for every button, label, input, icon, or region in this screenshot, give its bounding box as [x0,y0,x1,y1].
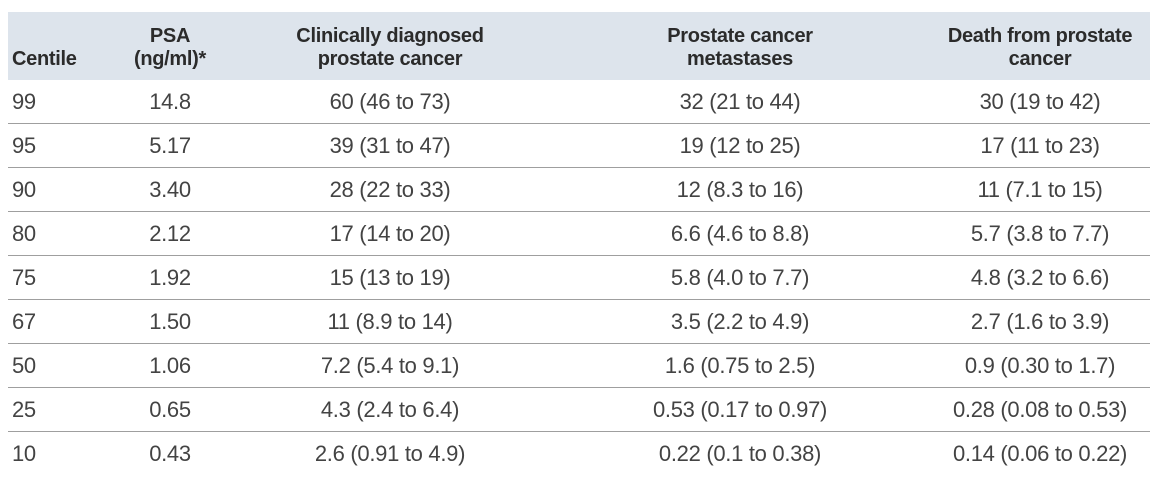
cell-psa: 0.43 [149,440,191,466]
cell-centile: 75 [8,255,110,300]
table-row: 10 0.43 2.6 (0.91 to 4.9) 0.22 (0.1 to 0… [8,432,1150,476]
cell-death: 5.7 (3.8 to 7.7) [930,211,1150,256]
data-table: Centile PSA (ng/ml)* Clinically diagnose… [8,12,1150,475]
cell-clinical: 15 (13 to 19) [230,255,550,300]
cell-metastases: 1.6 (0.75 to 2.5) [550,343,930,388]
cell-centile: 90 [8,167,110,212]
table-row: 95 5.17 39 (31 to 47) 19 (12 to 25) 17 (… [8,123,1150,168]
cell-psa: 2.12 [110,211,230,256]
cell-death: 2.7 (1.6 to 3.9) [930,299,1150,344]
cell-psa: 1.92 [110,255,230,300]
cell-psa: 5.17 [110,123,230,168]
cell-clinical: 60 (46 to 73) [230,80,550,124]
column-header-psa: PSA (ng/ml)* [110,12,230,80]
table-row: 67 1.50 11 (8.9 to 14) 3.5 (2.2 to 4.9) … [8,299,1150,344]
cell-metastases: 0.53 (0.17 to 0.97) [550,387,930,432]
cell-clinical: 4.3 (2.4 to 6.4) [230,387,550,432]
cell-clinical: 17 (14 to 20) [230,211,550,256]
cell-metastases: 6.6 (4.6 to 8.8) [550,211,930,256]
cell-death: 0.14 (0.06 to 0.22) [952,440,1128,466]
table-row: 50 1.06 7.2 (5.4 to 9.1) 1.6 (0.75 to 2.… [8,343,1150,388]
table-row: 99 14.8 60 (46 to 73) 32 (21 to 44) 30 (… [8,80,1150,124]
psa-centile-table: Centile PSA (ng/ml)* Clinically diagnose… [8,12,1150,475]
cell-death: 30 (19 to 42) [930,80,1150,124]
cell-metastases: 32 (21 to 44) [550,80,930,124]
cell-centile: 10 [12,440,36,466]
cell-centile: 95 [8,123,110,168]
cell-centile: 25 [8,387,110,432]
cell-death: 17 (11 to 23) [930,123,1150,168]
cell-metastases: 19 (12 to 25) [550,123,930,168]
cell-psa: 1.06 [110,343,230,388]
cell-death: 0.28 (0.08 to 0.53) [930,387,1150,432]
column-header-centile: Centile [8,12,110,80]
cell-psa: 0.65 [110,387,230,432]
cell-metastases: 0.22 (0.1 to 0.38) [658,440,822,466]
cell-centile: 80 [8,211,110,256]
cell-centile: 50 [8,343,110,388]
column-header-death: Death from prostate cancer [930,12,1150,80]
cell-clinical: 7.2 (5.4 to 9.1) [230,343,550,388]
cell-death: 11 (7.1 to 15) [930,167,1150,212]
cell-psa: 14.8 [110,80,230,124]
cell-clinical: 28 (22 to 33) [230,167,550,212]
table-row: 80 2.12 17 (14 to 20) 6.6 (4.6 to 8.8) 5… [8,211,1150,256]
cell-centile: 67 [8,299,110,344]
table-row: 90 3.40 28 (22 to 33) 12 (8.3 to 16) 11 … [8,167,1150,212]
cell-psa: 1.50 [110,299,230,344]
cell-centile: 99 [8,80,110,124]
cell-death: 0.9 (0.30 to 1.7) [930,343,1150,388]
cell-psa: 3.40 [110,167,230,212]
cell-clinical: 2.6 (0.91 to 4.9) [314,440,466,466]
cell-metastases: 5.8 (4.0 to 7.7) [550,255,930,300]
table-row: 75 1.92 15 (13 to 19) 5.8 (4.0 to 7.7) 4… [8,255,1150,300]
cell-clinical: 11 (8.9 to 14) [230,299,550,344]
cell-death: 4.8 (3.2 to 6.6) [930,255,1150,300]
table-header-row: Centile PSA (ng/ml)* Clinically diagnose… [8,12,1150,80]
column-header-metastases: Prostate cancer metastases [550,12,930,80]
cell-metastases: 12 (8.3 to 16) [550,167,930,212]
column-header-clinical: Clinically diagnosed prostate cancer [230,12,550,80]
cell-clinical: 39 (31 to 47) [230,123,550,168]
table-row: 25 0.65 4.3 (2.4 to 6.4) 0.53 (0.17 to 0… [8,387,1150,432]
cell-metastases: 3.5 (2.2 to 4.9) [550,299,930,344]
